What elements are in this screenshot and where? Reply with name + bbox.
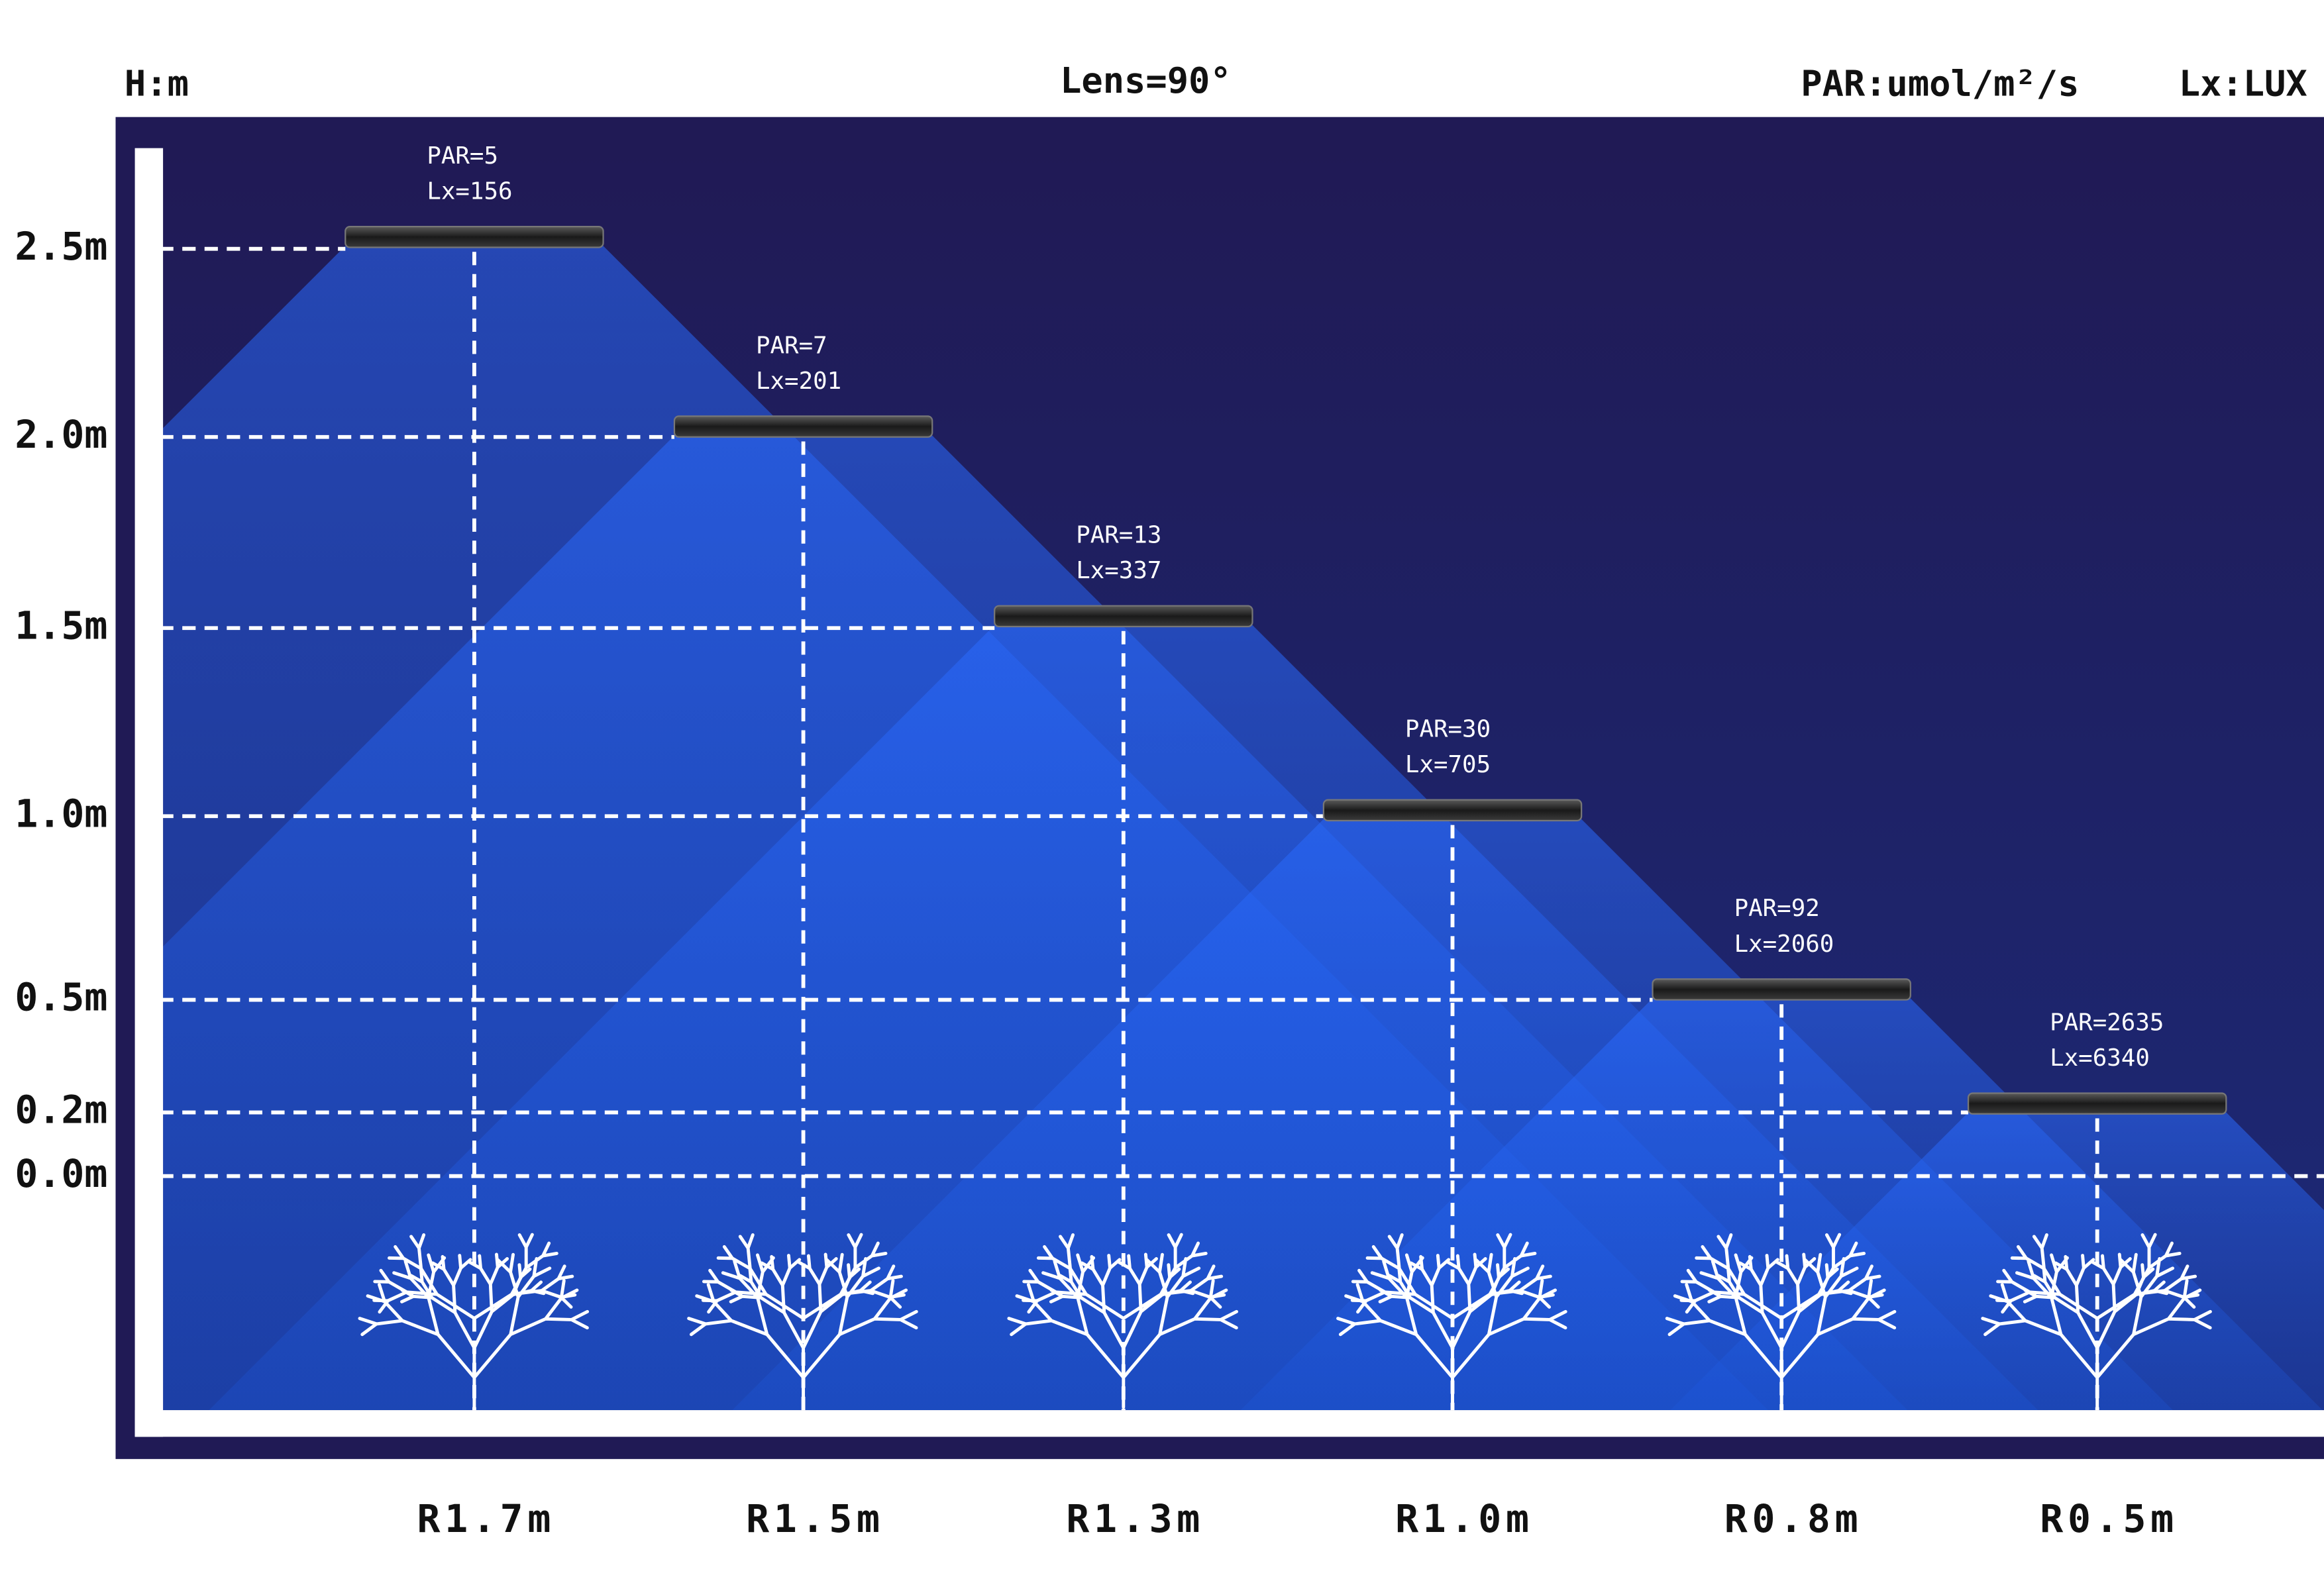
- height-label: 2.5m: [15, 224, 107, 269]
- lux-label: Lx=337: [1076, 557, 1161, 584]
- labels: 2.5m 2.0m 1.5m 1.0m 0.5m 0.2m 0.0m PAR=5 Lx=156 R…: [15, 142, 2178, 1541]
- par-label: PAR=2635: [2050, 1009, 2164, 1036]
- lens-label: Lens=90°: [1060, 60, 1232, 101]
- lamp: [344, 226, 604, 248]
- lux-label: Lx=156: [427, 178, 512, 205]
- range-label: R0.5m: [2040, 1496, 2178, 1541]
- par-label: PAR=13: [1076, 522, 1161, 549]
- frame-left: [134, 148, 164, 1437]
- par-label: PAR=7: [756, 332, 827, 359]
- height-label: 0.0m: [15, 1151, 107, 1196]
- lux-label: Lx=6340: [2050, 1044, 2150, 1072]
- height-label: 2.0m: [15, 412, 107, 457]
- lamp: [1652, 978, 1911, 1001]
- corals: [358, 1233, 2212, 1409]
- par-unit: PAR:umol/m²/s: [1801, 62, 2079, 104]
- lux-unit: Lx:LUX: [2179, 62, 2307, 104]
- range-label: R1.0m: [1395, 1496, 1534, 1541]
- coral: [687, 1233, 918, 1409]
- height-label: 1.5m: [15, 603, 107, 648]
- coral: [1336, 1233, 1567, 1409]
- par-label: PAR=5: [427, 142, 498, 170]
- range-label: R0.8m: [1724, 1496, 1863, 1541]
- lux-label: Lx=201: [756, 368, 841, 395]
- lux-label: Lx=705: [1405, 751, 1491, 778]
- par-label: PAR=30: [1405, 716, 1491, 743]
- light-beam: [1670, 1112, 2324, 1411]
- frame-bottom: [134, 1410, 2324, 1437]
- height-label: 0.2m: [15, 1088, 107, 1133]
- range-label: R1.7m: [417, 1496, 556, 1541]
- height-label: 0.5m: [15, 975, 107, 1020]
- range-label: R1.3m: [1066, 1496, 1204, 1541]
- coral: [1007, 1233, 1238, 1409]
- coral: [1981, 1233, 2212, 1409]
- height-label: 1.0m: [15, 791, 107, 836]
- lamps: [344, 226, 2227, 1115]
- height-unit: H:m: [125, 62, 189, 104]
- coral: [358, 1233, 590, 1409]
- lamp: [1967, 1092, 2227, 1115]
- lamp: [1322, 799, 1583, 822]
- coral: [1665, 1233, 1897, 1409]
- lux-label: Lx=2060: [1734, 931, 1834, 958]
- lamp: [673, 415, 933, 438]
- lamp: [994, 605, 1253, 628]
- range-label: R1.5m: [746, 1496, 884, 1541]
- par-label: PAR=92: [1734, 895, 1820, 922]
- guides: [160, 246, 2324, 1411]
